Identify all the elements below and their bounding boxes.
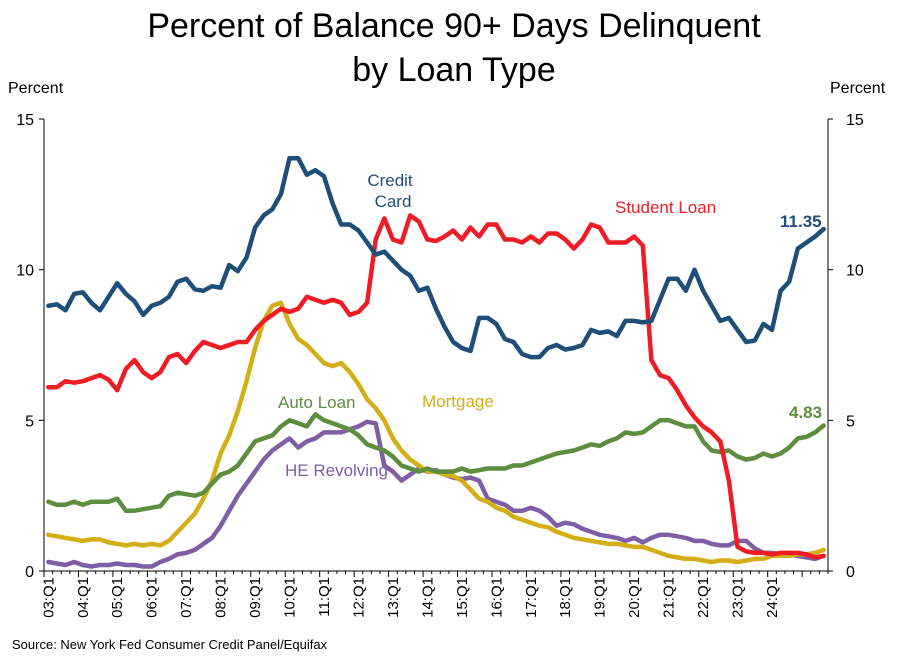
x-tick-label: 08:Q1 <box>213 577 230 618</box>
x-tick-label: 14:Q1 <box>419 577 436 618</box>
y-tick-label-right: 10 <box>846 263 864 280</box>
x-tick-label: 11:Q1 <box>316 577 333 617</box>
x-tick-label: 24:Q1 <box>764 577 781 618</box>
x-tick-label: 20:Q1 <box>626 577 643 618</box>
x-tick-label: 07:Q1 <box>178 577 195 618</box>
y-tick-label-left: 15 <box>16 112 34 129</box>
chart-title-line-1: Percent of Balance 90+ Days Delinquent <box>147 7 761 45</box>
y-tick-label-left: 5 <box>25 413 34 430</box>
chart-title-line-2: by Loan Type <box>352 51 556 89</box>
x-tick-label: 04:Q1 <box>75 577 92 618</box>
y-tick-label-right: 15 <box>846 112 864 129</box>
x-tick-label: 05:Q1 <box>109 577 126 618</box>
series-labels: Credit Card Student Loan Mortgage Auto L… <box>278 171 822 480</box>
left-axis-unit-label: Percent <box>8 80 64 97</box>
x-tick-label: 12:Q1 <box>350 577 367 618</box>
series-line-auto-loan <box>46 412 826 513</box>
x-tick-label: 21:Q1 <box>661 577 678 618</box>
y-tick-label-left: 0 <box>25 564 34 581</box>
axes: 0 0 5 5 10 10 15 15 03:Q1 04:Q1 05:Q1 06:Q1 07:Q1 08:… <box>16 112 864 618</box>
x-tick-label: 16:Q1 <box>488 577 505 618</box>
x-tick-label: 22:Q1 <box>695 577 712 618</box>
x-tick-label: 15:Q1 <box>454 577 471 618</box>
x-tick-label: 17:Q1 <box>523 577 540 618</box>
x-tick-label: 10:Q1 <box>282 577 299 618</box>
x-tick-label: 19:Q1 <box>592 577 609 618</box>
auto-loan-end-value: 4.83 <box>789 403 822 422</box>
student-loan-label: Student Loan <box>615 198 716 217</box>
y-tick-label-right: 5 <box>846 413 855 430</box>
series-lines <box>46 155 826 569</box>
right-axis-unit-label: Percent <box>830 80 886 97</box>
credit-card-label-line-1: Credit <box>367 171 413 190</box>
x-tick-label: 06:Q1 <box>144 577 161 618</box>
x-tick-label: 23:Q1 <box>730 577 747 618</box>
x-tick-label: 13:Q1 <box>385 577 402 618</box>
credit-card-end-value: 11.35 <box>780 212 822 231</box>
x-tick-label: 03:Q1 <box>40 577 57 618</box>
mortgage-label: Mortgage <box>422 392 494 411</box>
y-tick-label-left: 10 <box>16 263 34 280</box>
source-note: Source: New York Fed Consumer Credit Pan… <box>12 637 328 652</box>
x-tick-label: 18:Q1 <box>557 577 574 618</box>
he-revolving-label: HE Revolving <box>285 461 388 480</box>
x-tick-label: 09:Q1 <box>247 577 264 618</box>
series-line-credit-card <box>46 155 826 360</box>
series-line-mortgage <box>46 300 826 565</box>
credit-card-label-line-2: Card <box>375 192 412 211</box>
auto-loan-label: Auto Loan <box>278 393 356 412</box>
series-line-student-loan <box>46 213 826 560</box>
y-tick-label-right: 0 <box>846 564 855 581</box>
